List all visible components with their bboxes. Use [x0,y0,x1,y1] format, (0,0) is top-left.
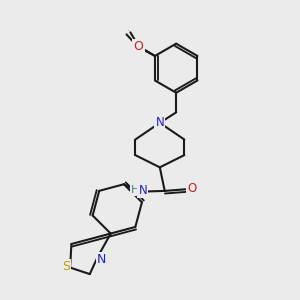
Text: O: O [187,182,196,195]
Text: N: N [138,184,147,197]
Text: O: O [133,40,142,53]
Text: O: O [134,40,143,52]
Text: N: N [155,116,164,129]
Text: O: O [128,30,129,31]
Text: H: H [131,185,140,195]
Text: S: S [62,260,70,273]
Text: N: N [97,253,106,266]
